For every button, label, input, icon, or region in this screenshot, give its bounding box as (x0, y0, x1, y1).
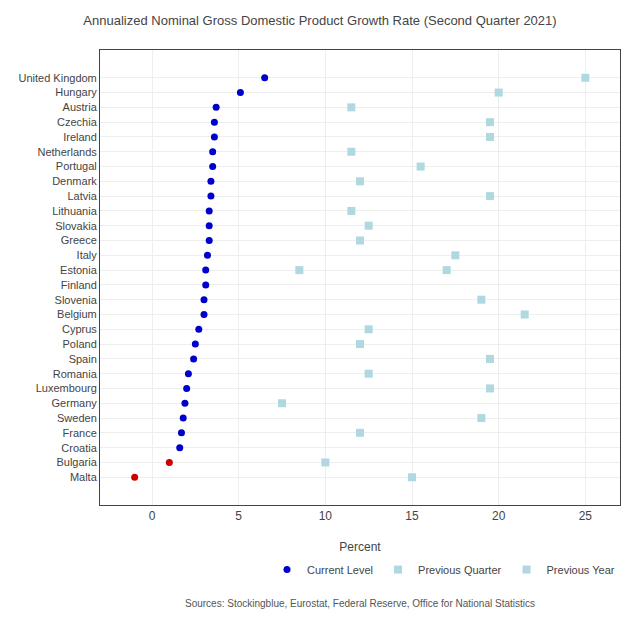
svg-text:Denmark: Denmark (52, 175, 97, 187)
svg-text:Estonia: Estonia (60, 264, 98, 276)
svg-text:Sources: Stockingblue, Eurosta: Sources: Stockingblue, Eurostat, Federal… (185, 598, 535, 609)
svg-text:Belgium: Belgium (57, 308, 97, 320)
svg-text:Croatia: Croatia (61, 442, 97, 454)
svg-text:Portugal: Portugal (56, 160, 97, 172)
svg-text:Previous Quarter: Previous Quarter (418, 564, 501, 576)
svg-text:United Kingdom: United Kingdom (19, 72, 97, 84)
svg-text:Greece: Greece (61, 234, 97, 246)
svg-text:Finland: Finland (61, 279, 97, 291)
svg-text:Hungary: Hungary (55, 86, 97, 98)
svg-text:Italy: Italy (77, 249, 98, 261)
svg-text:Netherlands: Netherlands (37, 146, 97, 158)
svg-text:Luxembourg: Luxembourg (36, 382, 97, 394)
svg-text:10: 10 (319, 509, 333, 523)
svg-text:Current Level: Current Level (307, 564, 373, 576)
svg-text:Cyprus: Cyprus (62, 323, 97, 335)
svg-text:Slovenia: Slovenia (55, 294, 98, 306)
svg-text:Percent: Percent (339, 540, 381, 554)
svg-text:15: 15 (405, 509, 419, 523)
svg-text:Poland: Poland (63, 338, 97, 350)
svg-text:France: France (63, 427, 97, 439)
svg-text:Ireland: Ireland (63, 131, 97, 143)
svg-text:Slovakia: Slovakia (55, 220, 97, 232)
svg-text:Sweden: Sweden (57, 412, 97, 424)
svg-text:Malta: Malta (70, 471, 98, 483)
svg-text:Romania: Romania (53, 368, 98, 380)
svg-text:Latvia: Latvia (67, 190, 97, 202)
svg-text:Lithuania: Lithuania (52, 205, 98, 217)
svg-text:20: 20 (492, 509, 506, 523)
svg-text:Czechia: Czechia (57, 116, 98, 128)
svg-text:Germany: Germany (52, 397, 98, 409)
svg-text:25: 25 (579, 509, 593, 523)
svg-text:Previous Year: Previous Year (547, 564, 615, 576)
svg-text:Spain: Spain (69, 353, 97, 365)
svg-text:Bulgaria: Bulgaria (56, 456, 97, 468)
svg-text:Annualized Nominal Gross Domes: Annualized Nominal Gross Domestic Produc… (83, 13, 556, 28)
svg-text:5: 5 (235, 509, 242, 523)
svg-text:Austria: Austria (63, 101, 98, 113)
svg-text:0: 0 (149, 509, 156, 523)
